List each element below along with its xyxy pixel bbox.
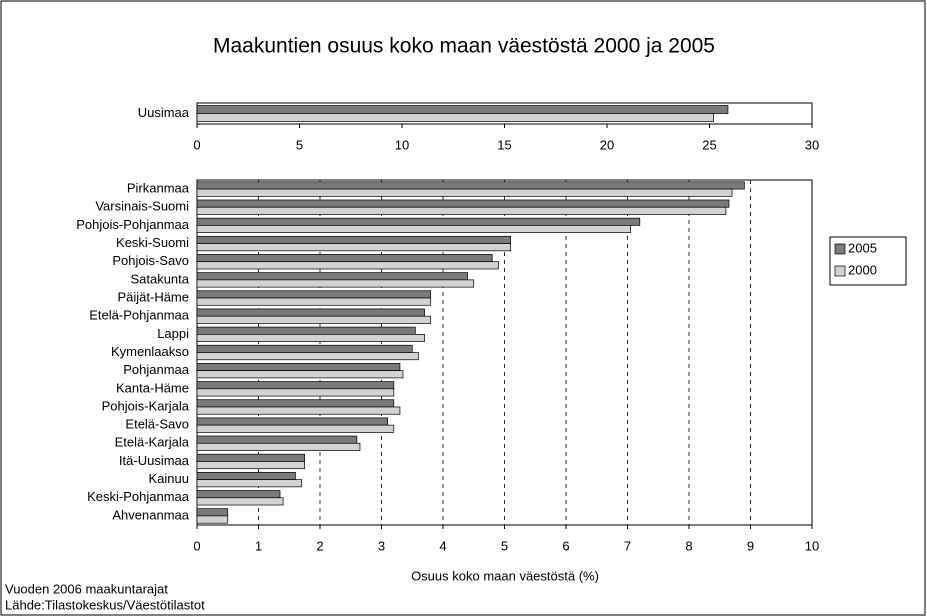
bar (196, 515, 229, 524)
x-tick-label: 8 (685, 538, 692, 553)
bar (196, 297, 432, 306)
bar (196, 225, 631, 234)
bar (196, 479, 302, 488)
bar (196, 113, 714, 122)
y-tick-label: Uusimaa (138, 105, 190, 120)
x-tick-label: 10 (805, 538, 819, 553)
x-tick-label: 7 (624, 538, 631, 553)
y-tick-label: Etelä-Pohjanmaa (89, 308, 189, 323)
bar (196, 497, 284, 506)
bar (196, 333, 425, 342)
bar (196, 217, 641, 226)
bar (196, 461, 305, 470)
x-tick-label: 15 (497, 137, 511, 152)
x-tick-label: 20 (600, 137, 614, 152)
bar (196, 254, 493, 263)
bar (196, 105, 729, 114)
bar (196, 326, 416, 335)
bar (196, 490, 281, 499)
y-tick-label: Etelä-Karjala (115, 435, 190, 450)
bar (196, 235, 511, 244)
bar (196, 417, 388, 426)
bar (196, 272, 468, 281)
bar (196, 279, 475, 288)
x-tick-label: 5 (296, 137, 303, 152)
chart-title: Maakuntien osuus koko maan väestöstä 200… (213, 35, 715, 58)
legend-label: 2005 (848, 240, 877, 255)
bar (196, 308, 425, 317)
bar (196, 435, 358, 444)
bar (196, 424, 395, 433)
x-tick-label: 4 (439, 538, 446, 553)
x-tick-label: 10 (395, 137, 409, 152)
x-tick-label: 0 (193, 137, 200, 152)
bar (196, 442, 361, 451)
bar (196, 363, 401, 372)
x-tick-label: 1 (255, 538, 262, 553)
bar (196, 206, 727, 215)
note: Vuoden 2006 maakuntarajat (5, 581, 168, 596)
bar (196, 388, 395, 397)
x-tick-label: 2 (316, 538, 323, 553)
y-tick-label: Pohjois-Pohjanmaa (76, 217, 190, 232)
y-tick-label: Varsinais-Suomi (95, 199, 189, 214)
legend-swatch (834, 265, 846, 277)
y-tick-label: Pohjanmaa (123, 362, 190, 377)
bar (196, 471, 296, 480)
bar (196, 290, 432, 299)
y-tick-label: Kymenlaakso (111, 344, 189, 359)
bar (196, 370, 404, 379)
y-tick-label: Kainuu (149, 471, 189, 486)
legend-label: 2000 (848, 262, 877, 277)
x-tick-label: 0 (193, 538, 200, 553)
y-tick-label: Keski-Suomi (116, 235, 189, 250)
y-tick-label: Päijät-Häme (117, 289, 189, 304)
y-tick-label: Pohjois-Karjala (102, 398, 190, 413)
y-tick-label: Itä-Uusimaa (119, 453, 190, 468)
bar (196, 199, 730, 208)
note: Lähde:Tilastokeskus/Väestötilastot (5, 597, 205, 612)
x-tick-label: 5 (501, 538, 508, 553)
y-tick-label: Pohjois-Savo (112, 253, 189, 268)
y-tick-label: Etelä-Savo (125, 417, 189, 432)
x-tick-label: 9 (747, 538, 754, 553)
bar (196, 188, 733, 197)
bar (196, 399, 395, 408)
y-tick-label: Satakunta (130, 271, 189, 286)
bar (196, 453, 305, 462)
bar (196, 181, 745, 190)
x-tick-label: 25 (702, 137, 716, 152)
legend-swatch (834, 243, 846, 255)
bar (196, 406, 401, 415)
bar (196, 381, 395, 390)
x-tick-label: 30 (805, 137, 819, 152)
y-tick-label: Lappi (157, 326, 189, 341)
y-tick-label: Keski-Pohjanmaa (87, 489, 190, 504)
bar (196, 261, 499, 270)
bar (196, 243, 511, 252)
bar (196, 315, 432, 324)
bar (196, 352, 419, 361)
bar (196, 508, 229, 517)
x-tick-label: 6 (562, 538, 569, 553)
y-tick-label: Kanta-Häme (116, 380, 189, 395)
x-axis-label: Osuus koko maan väestöstä (%) (411, 568, 599, 583)
bar (196, 344, 413, 353)
x-tick-label: 3 (378, 538, 385, 553)
y-tick-label: Ahvenanmaa (112, 507, 189, 522)
y-tick-label: Pirkanmaa (127, 181, 190, 196)
